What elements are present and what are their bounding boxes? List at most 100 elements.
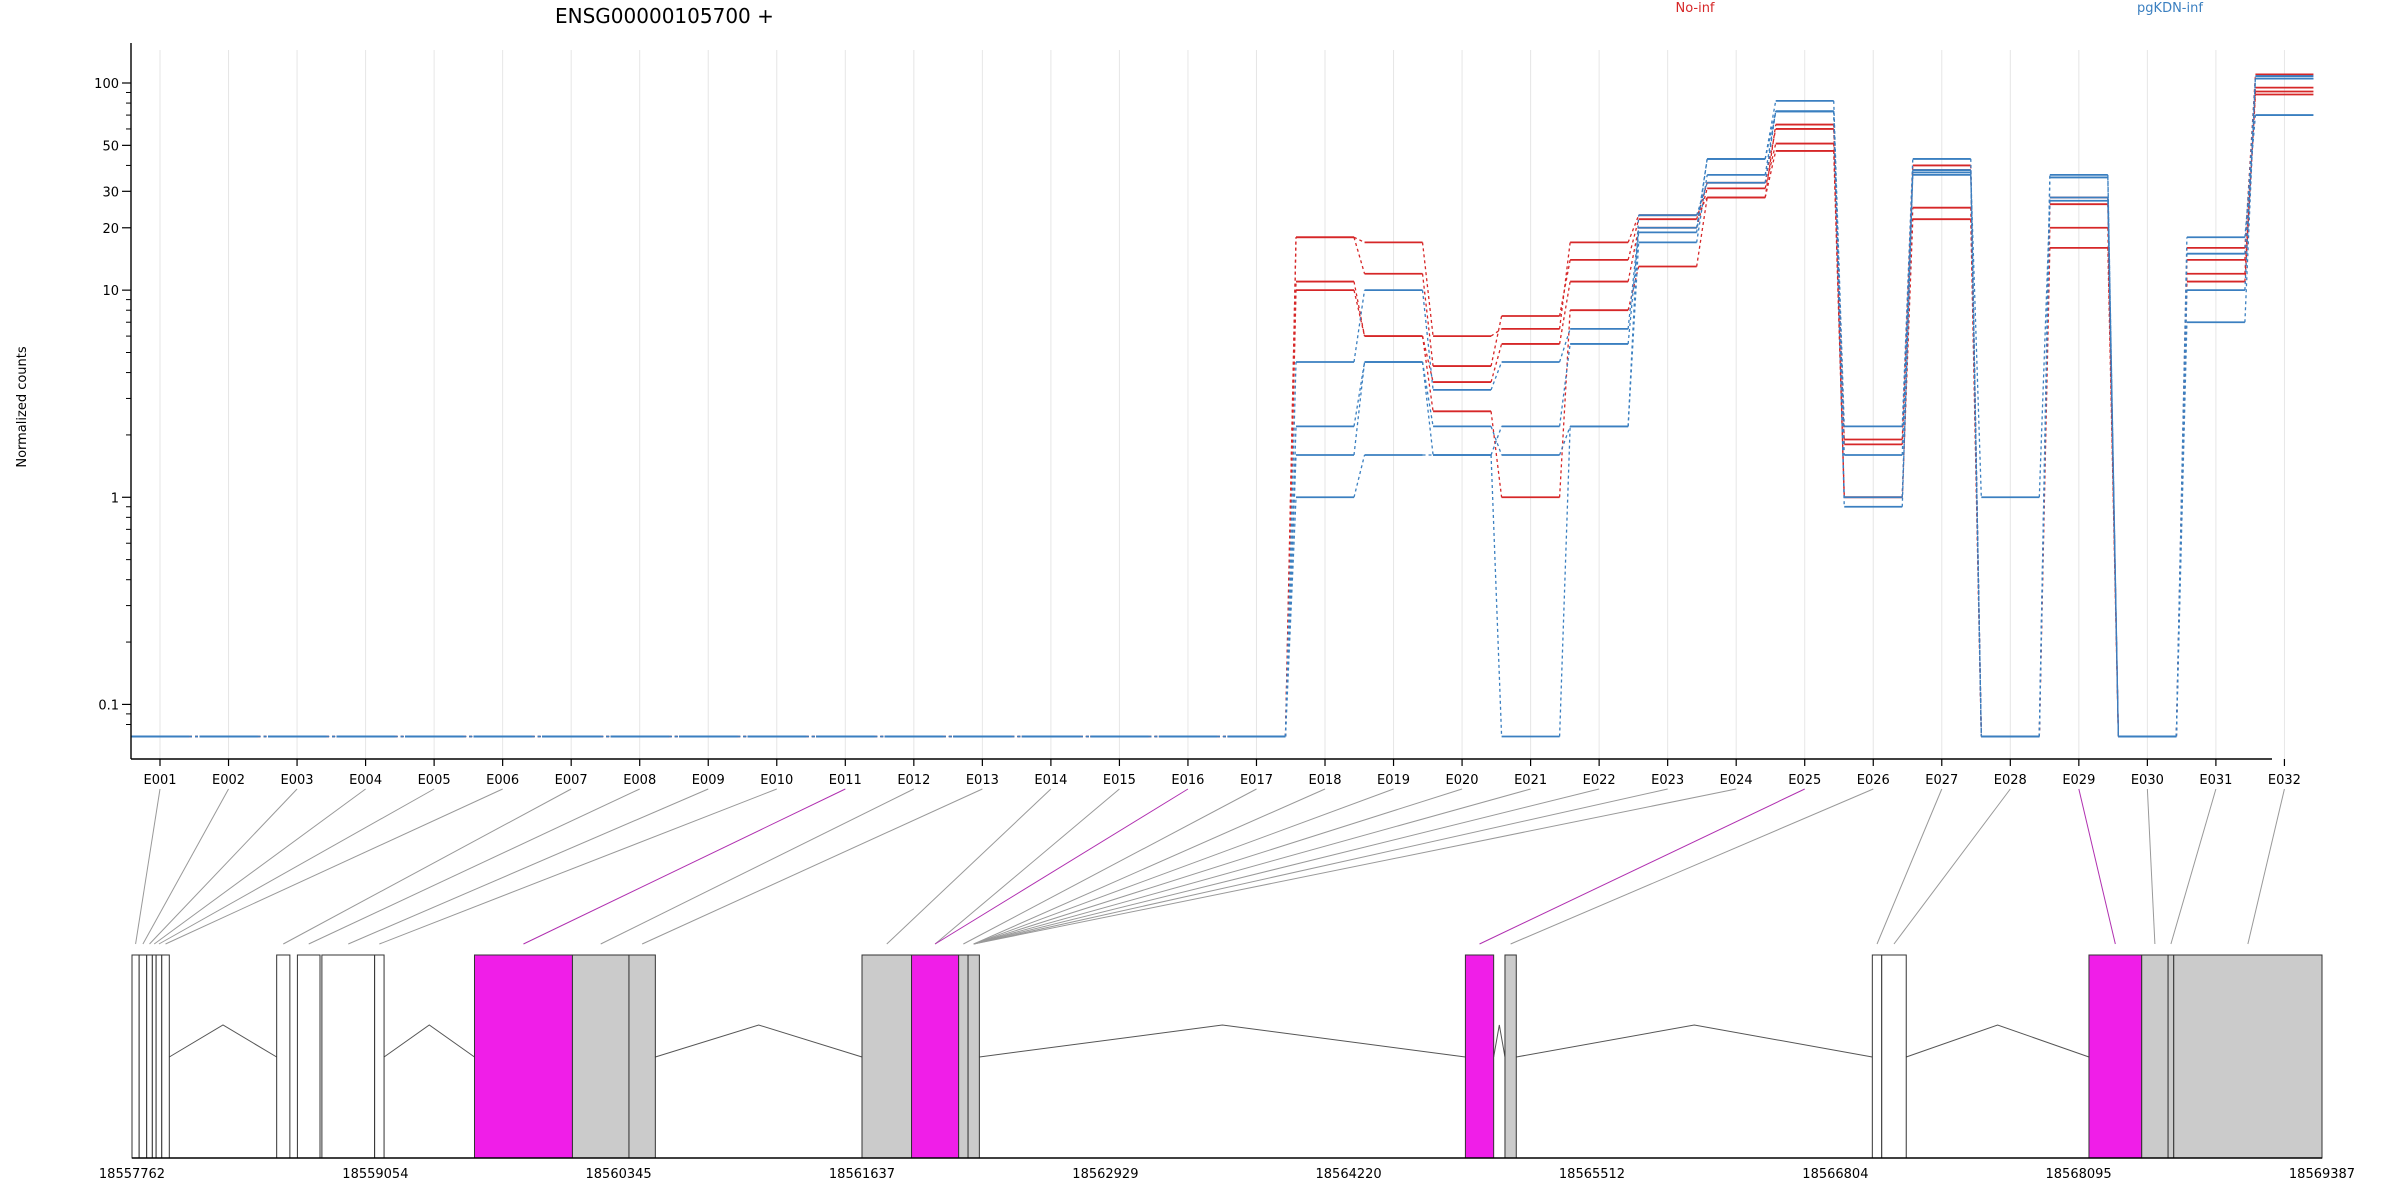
- exon-e026: [1504, 954, 1517, 1159]
- series-no-inf-4: [131, 93, 2314, 738]
- connector-e016: [934, 788, 1189, 945]
- x-tick-label-e018: E018: [1308, 773, 1341, 788]
- connector-e021: [973, 788, 1531, 945]
- transition-e031: [2244, 78, 2257, 291]
- genomic-coordinate-axis: 18557762 18559054 18560345 18561637 18562929…: [99, 1157, 2355, 1182]
- transition-e019: [1421, 336, 1434, 412]
- coordinate-label-18564220: 18564220: [1316, 1167, 1382, 1182]
- series-no-inf-1: [131, 73, 2314, 738]
- transition-e019: [1421, 361, 1434, 456]
- series-pgkdn-inf-5: [131, 99, 2314, 738]
- transition-e019: [1421, 361, 1434, 427]
- connector-e032: [2247, 788, 2285, 945]
- exon-e012: [571, 954, 630, 1159]
- transition-e018: [1353, 361, 1366, 427]
- intron: [383, 1024, 475, 1058]
- transition-e018: [1353, 361, 1366, 456]
- transition-e024: [1764, 111, 1777, 183]
- exon-e001: [131, 954, 140, 1159]
- transition-e024: [1764, 124, 1777, 198]
- exon-e004: [151, 954, 157, 1159]
- transition-e022: [1627, 242, 1640, 427]
- transition-e020: [1490, 426, 1503, 456]
- x-tick-label-e010: E010: [760, 773, 793, 788]
- connector-e013: [641, 788, 983, 945]
- legend-pgkdn-inf: pgKDN-inf: [2137, 1, 2203, 16]
- y-tick-label-50: 50: [102, 139, 119, 154]
- x-tick-label-e020: E020: [1446, 773, 1479, 788]
- transition-e024: [1764, 111, 1777, 160]
- transition-e031: [2244, 76, 2257, 323]
- transition-e029: [2107, 200, 2120, 737]
- coordinate-label-18559054: 18559054: [342, 1167, 408, 1182]
- x-tick-label-e015: E015: [1103, 773, 1136, 788]
- transition-e027: [1970, 172, 1982, 737]
- series-pgkdn-inf-6: [131, 77, 2314, 738]
- transition-e024: [1764, 143, 1777, 189]
- intron: [169, 1024, 277, 1058]
- exon-e009: [321, 954, 376, 1159]
- coordinate-label-18566804: 18566804: [1802, 1167, 1868, 1182]
- transition-e020: [1490, 426, 1503, 456]
- transition-e021: [1558, 281, 1571, 345]
- connector-e028: [1893, 788, 2011, 945]
- x-tick-label-e025: E025: [1788, 773, 1821, 788]
- exon-e032: [2173, 954, 2323, 1159]
- exon-e016: [911, 954, 960, 1159]
- exon-e029: [2088, 954, 2143, 1159]
- x-tick-label-e026: E026: [1857, 773, 1890, 788]
- connector-e004: [153, 788, 366, 945]
- connector-e017: [963, 788, 1257, 945]
- transition-e021: [1558, 426, 1571, 456]
- x-tick-label-e009: E009: [692, 773, 725, 788]
- exon-e011: [473, 954, 573, 1159]
- connector-e023: [973, 788, 1668, 945]
- transition-e024: [1764, 150, 1777, 198]
- x-tick-label-e013: E013: [966, 773, 999, 788]
- transition-e023: [1696, 158, 1708, 228]
- transition-e022: [1627, 214, 1640, 243]
- transition-e020: [1490, 361, 1503, 391]
- x-tick-label-e021: E021: [1514, 773, 1547, 788]
- transition-e022: [1627, 215, 1640, 427]
- connector-e008: [308, 788, 640, 945]
- coordinate-label-18569387: 18569387: [2289, 1167, 2355, 1182]
- transition-e020: [1490, 411, 1503, 498]
- y-tick-label-10: 10: [102, 284, 119, 299]
- transition-e024: [1764, 100, 1777, 160]
- transition-e028: [2038, 200, 2051, 498]
- transition-e025: [1833, 150, 1845, 498]
- x-tick-label-e012: E012: [897, 773, 930, 788]
- intron: [979, 1024, 1466, 1058]
- plot-axes: 0.1 1 10 20 30 50 100 E001 E002 E003 E004 E005 E006 E…: [94, 43, 2301, 788]
- connector-e024: [973, 788, 1737, 945]
- x-tick-label-e028: E028: [1994, 773, 2027, 788]
- transition-e018: [1353, 454, 1366, 498]
- exon-e028: [1881, 954, 1907, 1159]
- transition-e021: [1558, 310, 1571, 498]
- intron: [1493, 1024, 1506, 1058]
- y-axis-label: Normalized counts: [15, 346, 30, 468]
- gene-model: [131, 954, 2323, 1159]
- transition-e027: [1970, 170, 1982, 737]
- transition-e023: [1696, 158, 1708, 233]
- transition-e024: [1764, 111, 1777, 176]
- intron: [655, 1024, 863, 1058]
- x-tick-label-e016: E016: [1171, 773, 1204, 788]
- coordinate-label-18568095: 18568095: [2046, 1167, 2112, 1182]
- transition-e019: [1421, 290, 1434, 390]
- series-pgkdn-inf-7: [131, 77, 2314, 738]
- coordinate-label-18560345: 18560345: [586, 1167, 652, 1182]
- connector-e027: [1876, 788, 1943, 945]
- x-tick-label-e003: E003: [281, 773, 314, 788]
- connector-e011: [523, 788, 846, 945]
- x-tick-label-e006: E006: [486, 773, 519, 788]
- x-tick-label-e024: E024: [1720, 773, 1753, 788]
- exon-e030: [2141, 954, 2169, 1159]
- exon-e025: [1464, 954, 1495, 1159]
- connector-e010: [379, 788, 777, 945]
- transition-e017: [1284, 237, 1297, 737]
- connector-e015: [934, 788, 1120, 945]
- connector-e012: [600, 788, 915, 945]
